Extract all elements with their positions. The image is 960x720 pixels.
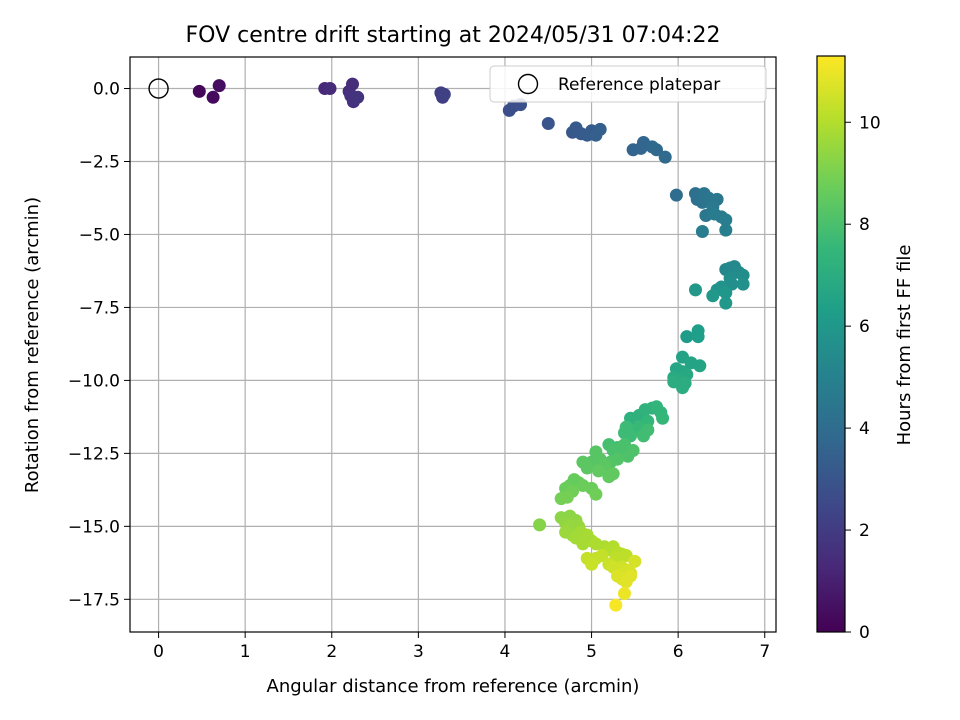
chart-title: FOV centre drift starting at 2024/05/31 … <box>186 23 721 48</box>
x-axis-ticks: 0 1 2 3 4 5 6 7 <box>153 632 770 662</box>
data-point <box>206 90 220 104</box>
colorbar-label: Hours from first FF file <box>894 245 915 446</box>
data-point <box>658 150 672 164</box>
data-point <box>592 464 605 478</box>
grid-lines <box>130 57 776 632</box>
x-tick-label: 6 <box>673 642 684 662</box>
data-point <box>323 82 337 95</box>
y-tick-label: −10.0 <box>68 371 120 391</box>
data-point <box>669 188 683 202</box>
colorbar-ticks: 0 2 4 6 8 10 <box>845 113 881 643</box>
y-tick-label: 0.0 <box>93 80 120 100</box>
colorbar: 0 2 4 6 8 10 Hours from first FF file <box>816 55 915 643</box>
data-point <box>593 122 607 136</box>
x-tick-label: 1 <box>240 642 251 662</box>
x-tick-label: 0 <box>153 642 164 662</box>
colorbar-tick-label: 8 <box>859 215 870 235</box>
data-point <box>541 117 555 130</box>
colorbar-tick-label: 4 <box>859 419 870 439</box>
legend-box <box>489 65 767 103</box>
data-point <box>719 213 733 227</box>
data-point <box>667 375 681 389</box>
legend: Reference platepar <box>489 65 767 103</box>
colorbar-tick-label: 6 <box>859 317 870 337</box>
data-point <box>618 587 631 600</box>
legend-marker <box>517 73 539 95</box>
data-point <box>706 289 720 303</box>
y-tick-label: −17.5 <box>68 590 120 610</box>
data-point <box>437 87 451 101</box>
data-point <box>621 449 635 463</box>
data-point <box>719 296 733 310</box>
data-points <box>148 77 750 612</box>
data-point <box>736 277 750 291</box>
x-tick-label: 3 <box>413 642 424 662</box>
x-tick-label: 4 <box>500 642 511 662</box>
x-tick-label: 2 <box>326 642 337 662</box>
data-point <box>624 569 637 583</box>
data-point <box>346 77 359 91</box>
plot-frame <box>129 56 777 633</box>
data-point <box>650 143 663 157</box>
x-tick-label: 7 <box>759 642 770 662</box>
data-point <box>691 330 705 344</box>
data-point <box>585 557 599 571</box>
data-point <box>589 487 603 501</box>
data-point <box>533 518 547 532</box>
data-point <box>576 455 590 469</box>
x-axis-label: Angular distance from reference (arcmin) <box>267 676 640 697</box>
data-point <box>689 283 702 297</box>
colorbar-gradient <box>816 55 846 633</box>
y-axis-ticks: 0.0 −2.5 −5.0 −7.5 −10.0 −12.5 −15.0 −17.5 <box>68 80 130 610</box>
data-point <box>693 359 707 373</box>
legend-entry-reference-platepar: Reference platepar <box>558 75 720 95</box>
reference-platepar-marker <box>148 78 169 99</box>
colorbar-tick-label: 2 <box>859 521 870 541</box>
data-point <box>351 90 365 104</box>
y-axis-label: Rotation from reference (arcmin) <box>22 197 43 493</box>
y-tick-label: −15.0 <box>68 517 120 537</box>
y-tick-label: −2.5 <box>79 152 120 172</box>
colorbar-tick-label: 10 <box>859 113 881 133</box>
data-point <box>680 330 694 344</box>
colorbar-tick-label: 0 <box>859 623 870 643</box>
y-tick-label: −12.5 <box>68 444 120 464</box>
data-point <box>719 286 733 300</box>
y-tick-label: −7.5 <box>79 298 120 318</box>
data-point <box>606 467 620 481</box>
data-point <box>719 223 733 237</box>
data-point <box>212 79 226 93</box>
data-point <box>576 537 590 551</box>
data-point <box>656 411 670 425</box>
data-point <box>192 84 206 98</box>
x-tick-label: 5 <box>586 642 597 662</box>
y-tick-label: −5.0 <box>79 225 120 245</box>
data-point <box>554 492 568 506</box>
data-point <box>641 423 655 437</box>
data-point <box>695 225 709 238</box>
data-point <box>609 598 623 612</box>
data-point <box>628 554 642 568</box>
